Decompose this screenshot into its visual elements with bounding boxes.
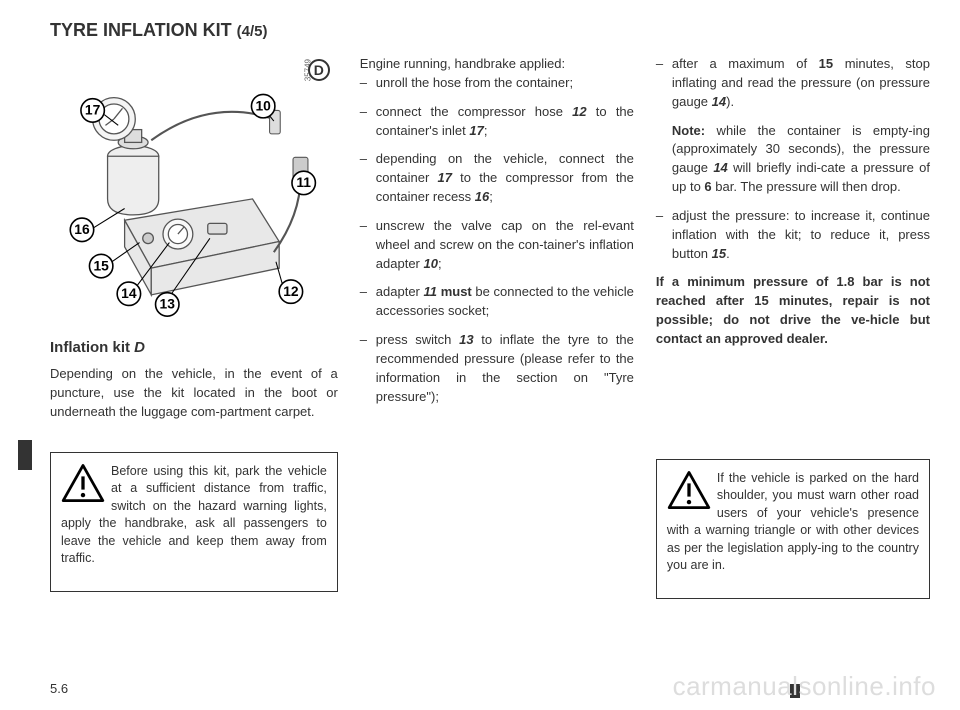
kit-heading: Inflation kit D [50, 337, 338, 359]
title-main: TYRE INFLATION KIT [50, 20, 237, 40]
title-sub: (4/5) [237, 23, 268, 40]
col2-lead: Engine running, handbrake applied: [360, 55, 634, 74]
diagram-label-d: D [308, 59, 330, 81]
side-tab [18, 440, 32, 470]
col2-item-5: adapter 11 must be connected to the vehi… [360, 283, 634, 321]
column-3: after a maximum of 15 minutes, stop infl… [656, 55, 930, 599]
inflation-kit-diagram: 17 10 11 16 15 14 13 12 [50, 55, 338, 321]
warning-icon [61, 463, 105, 503]
watermark: carmanualsonline.info [673, 671, 936, 702]
col2-item-1: unroll the hose from the container; [360, 74, 634, 93]
kit-heading-letter: D [134, 339, 145, 356]
col3-note: Note: while the container is empty-ing (… [656, 122, 930, 197]
warning-box-2: If the vehicle is parked on the hard sho… [656, 459, 930, 599]
col3-final: If a minimum pressure of 1.8 bar is not … [656, 273, 930, 348]
page-number: 5.6 [50, 681, 68, 696]
col2-item-2: connect the compressor hose 12 to the co… [360, 103, 634, 141]
diagram-container: 35749 D [50, 55, 338, 321]
col2-list: unroll the hose from the container; conn… [360, 74, 634, 407]
kit-body-text: Depending on the vehicle, in the event o… [50, 365, 338, 422]
svg-text:11: 11 [296, 174, 311, 190]
svg-text:10: 10 [255, 97, 271, 113]
page-title: TYRE INFLATION KIT (4/5) [50, 20, 930, 41]
kit-heading-prefix: Inflation kit [50, 339, 134, 356]
col2-item-6: press switch 13 to inflate the tyre to t… [360, 331, 634, 406]
col2-item-4: unscrew the valve cap on the rel-evant w… [360, 217, 634, 274]
col3-list: after a maximum of 15 minutes, stop infl… [656, 55, 930, 112]
content-columns: 35749 D [50, 55, 930, 599]
col2-item-3: depending on the vehicle, connect the co… [360, 150, 634, 207]
col3-item-2: adjust the pressure: to increase it, con… [656, 207, 930, 264]
svg-text:16: 16 [74, 221, 90, 237]
col3-item-1: after a maximum of 15 minutes, stop infl… [656, 55, 930, 112]
warning-box-1: Before using this kit, park the vehicle … [50, 452, 338, 592]
svg-text:14: 14 [121, 285, 137, 301]
col3-list-2: adjust the pressure: to increase it, con… [656, 207, 930, 264]
column-1: 35749 D [50, 55, 338, 599]
svg-text:13: 13 [160, 296, 176, 312]
svg-text:17: 17 [85, 102, 101, 118]
column-2: Engine running, handbrake applied: unrol… [360, 55, 634, 599]
svg-text:12: 12 [283, 283, 299, 299]
warning-icon [667, 470, 711, 510]
svg-text:15: 15 [93, 257, 109, 273]
